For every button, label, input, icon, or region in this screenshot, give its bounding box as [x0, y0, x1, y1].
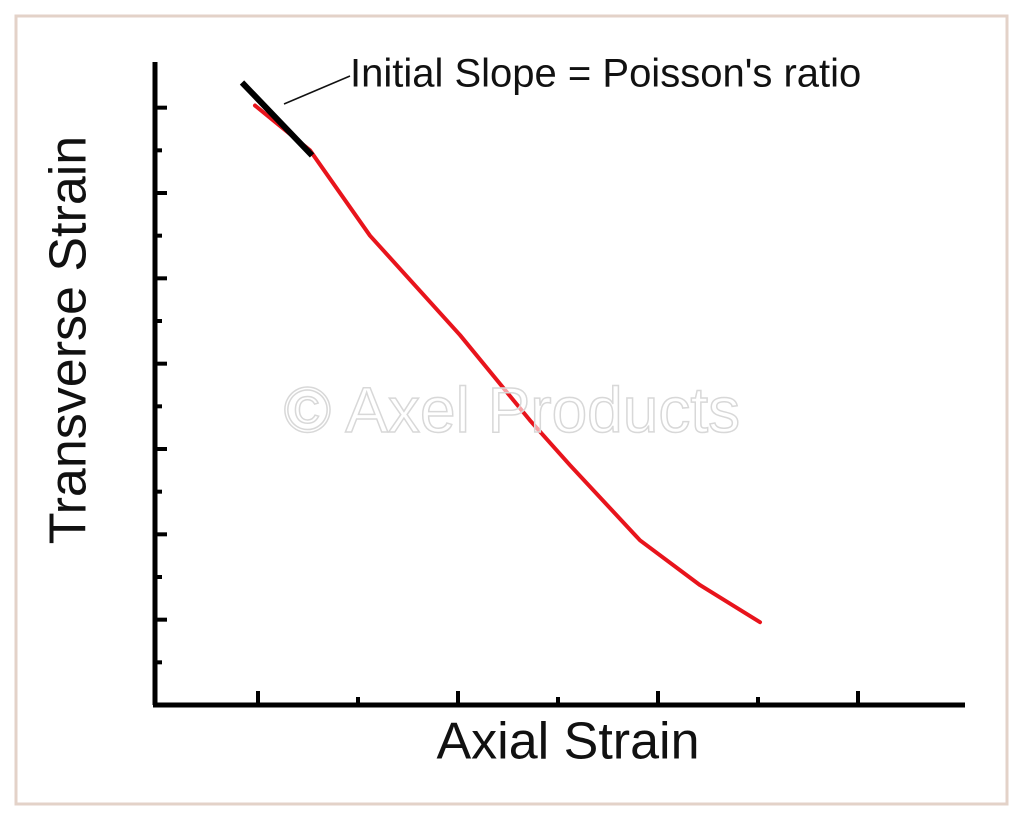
annotation: Initial Slope = Poisson's ratio [350, 52, 861, 96]
frame [14, 14, 1009, 806]
annotation-leader [283, 75, 351, 105]
y-axis-label: Transverse Strain [40, 136, 98, 544]
x-axis-label: Axial Strain [437, 713, 700, 771]
data-line [253, 103, 762, 625]
watermark: © Axel Products [284, 374, 740, 446]
tangent-line [239, 80, 315, 158]
